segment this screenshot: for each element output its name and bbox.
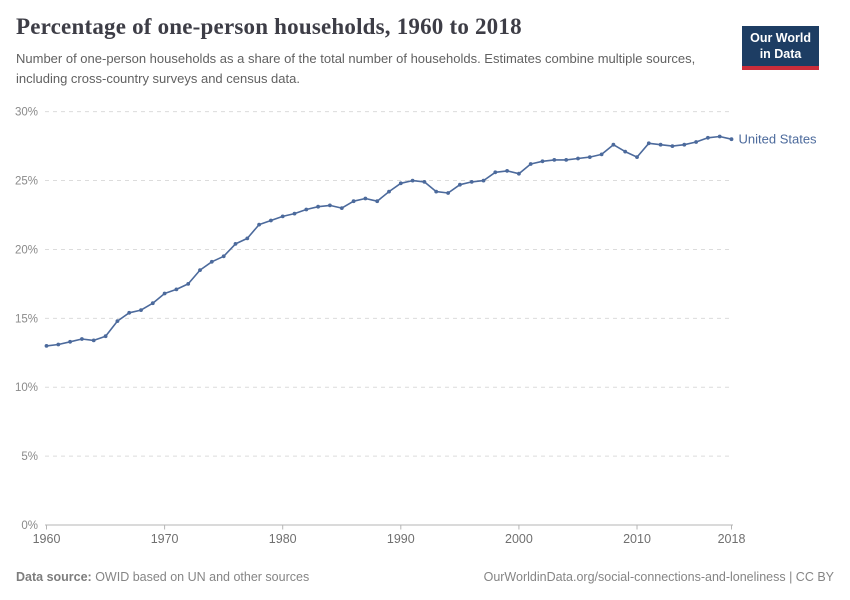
page-title: Percentage of one-person households, 196… <box>16 14 522 39</box>
data-point[interactable] <box>706 135 710 140</box>
chart-header: Percentage of one-person households, 196… <box>16 14 834 88</box>
data-point[interactable] <box>635 155 639 159</box>
data-point[interactable] <box>729 137 734 142</box>
data-point[interactable] <box>375 199 380 204</box>
y-axis-tick-label: 10% <box>15 382 38 394</box>
data-point[interactable] <box>552 158 557 162</box>
data-source-label: Data source: <box>16 570 92 584</box>
data-point[interactable] <box>599 152 604 157</box>
data-point[interactable] <box>304 207 309 212</box>
data-point[interactable] <box>422 180 427 184</box>
chart-footer: Data source: OWID based on UN and other … <box>16 570 834 584</box>
data-point[interactable] <box>410 178 415 183</box>
data-point[interactable] <box>694 140 698 144</box>
data-point[interactable] <box>269 218 273 223</box>
x-axis-tick-label: 1970 <box>151 532 179 546</box>
chart-subtitle: Number of one-person households as a sha… <box>16 51 696 86</box>
data-point[interactable] <box>398 181 403 186</box>
y-axis-tick-label: 5% <box>21 451 38 463</box>
data-point[interactable] <box>68 339 72 344</box>
data-point[interactable] <box>576 156 580 161</box>
data-point[interactable] <box>363 196 368 201</box>
data-point[interactable] <box>469 180 474 184</box>
data-point[interactable] <box>481 178 486 183</box>
data-point[interactable] <box>339 206 344 210</box>
data-point[interactable] <box>221 254 226 259</box>
data-point[interactable] <box>658 142 663 147</box>
data-point[interactable] <box>56 342 61 347</box>
data-point[interactable] <box>564 158 569 162</box>
chart-canvas[interactable]: 0% 5% 10% 15% 20% 25% 30% 1960 1970 1980 1990 2000 2… <box>0 95 850 560</box>
data-point[interactable] <box>540 159 545 164</box>
data-point[interactable] <box>446 191 450 195</box>
data-point[interactable] <box>174 287 179 292</box>
owid-logo-line1: Our World <box>750 31 811 45</box>
data-point[interactable] <box>162 291 167 296</box>
data-point[interactable] <box>434 189 439 194</box>
x-axis-tick-label: 2018 <box>718 532 746 546</box>
data-point[interactable] <box>505 169 509 173</box>
data-point[interactable] <box>245 236 250 241</box>
data-source-text: OWID based on UN and other sources <box>91 570 310 584</box>
data-point[interactable] <box>493 170 498 175</box>
data-point[interactable] <box>611 142 616 147</box>
data-source-note: Data source: OWID based on UN and other … <box>16 570 309 584</box>
data-point[interactable] <box>328 203 332 208</box>
data-point[interactable] <box>717 134 722 139</box>
data-point[interactable] <box>91 338 96 343</box>
x-axis-tick-label: 1990 <box>387 532 415 546</box>
data-point[interactable] <box>670 144 675 148</box>
data-point[interactable] <box>387 189 391 194</box>
data-point[interactable] <box>233 242 238 246</box>
data-point[interactable] <box>316 204 320 209</box>
data-point[interactable] <box>139 308 143 312</box>
data-point[interactable] <box>528 162 533 166</box>
data-point[interactable] <box>150 301 155 306</box>
data-point[interactable] <box>209 259 214 264</box>
data-point[interactable] <box>198 268 202 272</box>
x-axis-tick-label: 1960 <box>33 532 61 546</box>
data-point[interactable] <box>517 171 521 176</box>
y-axis-tick-label: 15% <box>15 313 38 325</box>
data-point[interactable] <box>351 199 356 204</box>
data-line-united-states[interactable] <box>45 135 733 347</box>
data-point[interactable] <box>115 319 120 323</box>
data-point[interactable] <box>646 141 651 146</box>
data-point[interactable] <box>186 282 191 286</box>
owid-logo-line2: in Data <box>759 46 802 61</box>
y-axis-tick-label: 25% <box>15 176 38 188</box>
y-axis-tick-label: 0% <box>21 520 38 532</box>
series-label-united-states: United States <box>739 132 818 147</box>
x-axis-tick-label: 2000 <box>505 532 533 546</box>
data-point[interactable] <box>458 182 462 187</box>
data-point[interactable] <box>587 155 592 159</box>
data-point[interactable] <box>80 337 84 341</box>
data-point[interactable] <box>682 142 687 147</box>
data-point[interactable] <box>127 310 132 315</box>
line-chart[interactable]: 0% 5% 10% 15% 20% 25% 30% 1960 1970 1980 1990 2000 2… <box>0 95 850 560</box>
x-axis-tick-label: 1980 <box>269 532 297 546</box>
owid-logo[interactable]: Our World in Data <box>742 26 819 71</box>
data-point[interactable] <box>44 344 49 348</box>
y-axis-tick-label: 20% <box>15 244 38 256</box>
x-axis-tick-label: 2010 <box>623 532 651 546</box>
rights-note: OurWorldinData.org/social-connections-an… <box>483 570 834 584</box>
data-point[interactable] <box>257 222 261 227</box>
data-point[interactable] <box>292 211 297 216</box>
data-point[interactable] <box>623 149 628 154</box>
y-axis-tick-label: 30% <box>15 107 38 119</box>
data-point[interactable] <box>280 214 285 219</box>
data-point[interactable] <box>103 334 108 339</box>
